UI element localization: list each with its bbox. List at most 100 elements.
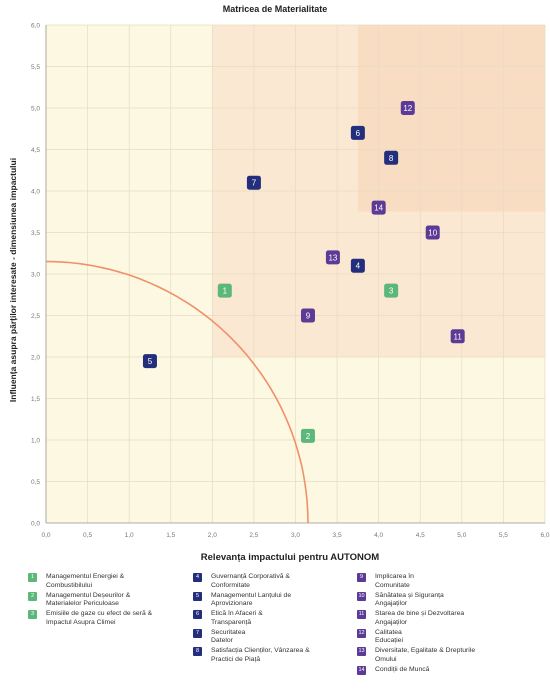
legend-badge: 2 (28, 591, 37, 601)
legend-label: Managementul Energiei & Combustibilului (46, 573, 125, 589)
y-tick-label: 0,0 (31, 521, 40, 528)
data-point-marker (246, 175, 261, 190)
legend-label: Managementul Lanțului de Aprovizionare (211, 591, 292, 608)
y-tick-label: 3,0 (31, 272, 40, 279)
data-point-marker (142, 354, 157, 369)
data-point-marker (325, 250, 340, 265)
data-point-5: 5 (142, 354, 157, 369)
legend-badge: 7 (193, 628, 202, 638)
data-point-marker (384, 150, 399, 165)
y-axis-label: Influența asupra părților interesate - d… (8, 157, 18, 403)
legend-badge: 6 (193, 610, 202, 619)
legend-label: Diversitate, Egalitate & Drepturile Omul… (375, 647, 476, 663)
y-tick-label: 3,5 (31, 230, 40, 237)
legend-item-13: 13 Diversitate, Egalitate & Drepturile Om… (357, 647, 507, 664)
legend-label: Starea de bine și Dezvoltarea Angajațilo… (375, 610, 465, 626)
legend: 1 Managementul Energiei & Combustibilului… (0, 572, 550, 699)
legend-label: Securitatea Datelor (211, 628, 246, 645)
data-point-label: 9 (306, 312, 311, 321)
data-point-label: 14 (374, 204, 383, 213)
legend-item-10: 10 Sănătatea și Siguranța Angajaților (357, 591, 507, 609)
y-tick-label: 4,0 (31, 189, 40, 196)
legend-badge: 1 (28, 573, 37, 582)
x-tick-label: 1,5 (166, 532, 175, 539)
legend-item-8: 8 Satisfacția Clienților, Vânzarea & Prac… (193, 647, 343, 664)
data-point-label: 10 (428, 229, 437, 238)
data-point-14: 14 (371, 200, 386, 215)
data-point-12: 12 (400, 101, 415, 115)
materiality-plot: 0,0 0,5 1,0 1,5 2,0 2,5 3,0 3,5 4,0 4,5 5,0 5,5 6,0 0… (31, 23, 550, 540)
data-point-4: 4 (350, 258, 365, 273)
legend-label: Sănătatea și Siguranța Angajaților (375, 591, 444, 608)
data-point-label: 4 (356, 262, 361, 271)
x-tick-label: 5,5 (499, 532, 508, 539)
legend-item-3: 3 Emisiile de gaze cu efect de seră & Imp… (28, 610, 178, 627)
legend-label: Condiții de Muncă (375, 665, 430, 673)
data-point-marker (350, 258, 365, 273)
data-point-marker (300, 428, 315, 443)
legend-item-2: 2 Managementul Deșeurilor & Materialelor … (28, 591, 178, 609)
legend-label: Satisfacția Clienților, Vânzarea & Pract… (211, 647, 310, 663)
data-point-label: 5 (148, 357, 153, 366)
data-point-10: 10 (425, 225, 440, 240)
data-point-label: 11 (454, 332, 463, 341)
x-tick-label: 2,5 (249, 532, 258, 539)
y-tick-label: 1,5 (31, 396, 40, 403)
legend-badge: 13 (357, 647, 366, 656)
x-tick-label: 3,5 (333, 532, 342, 539)
legend-label: Etică în Afaceri & Transparență (211, 610, 263, 626)
data-point-label: 8 (389, 154, 394, 163)
data-point-marker (425, 225, 440, 240)
chart-title: Matricea de Materialitate (222, 4, 328, 14)
data-point-2: 2 (300, 428, 315, 443)
y-tick-label: 0,5 (31, 479, 40, 486)
data-point-marker (350, 125, 365, 140)
legend-badge: 11 (357, 610, 366, 619)
data-point-1: 1 (217, 283, 232, 298)
x-tick-label: 6,0 (540, 532, 549, 539)
data-point-label: 13 (328, 253, 337, 262)
data-point-label: 6 (356, 129, 361, 138)
legend-item-14: 14 Condiții de Muncă (357, 665, 507, 675)
data-point-3: 3 (384, 283, 399, 298)
x-tick-label: 0,0 (41, 532, 50, 539)
legend-item-6: 6 Etică în Afaceri & Transparență (193, 610, 343, 627)
y-tick-label: 5,0 (31, 106, 40, 113)
legend-badge: 9 (357, 573, 366, 582)
data-point-7: 7 (246, 175, 261, 190)
data-point-6: 6 (350, 125, 365, 140)
legend-item-12: 12 Calitatea Educației (357, 628, 507, 646)
x-tick-label: 1,0 (125, 532, 134, 539)
legend-label: Emisiile de gaze cu efect de seră & Impa… (46, 610, 153, 626)
data-point-marker (371, 200, 386, 215)
data-point-label: 12 (403, 104, 412, 113)
legend-label: Managementul Deșeurilor & Materialelor P… (46, 591, 131, 608)
legend-label: Calitatea Educației (375, 628, 403, 645)
legend-item-11: 11 Starea de bine și Dezvoltarea Angajați… (357, 610, 507, 627)
x-tick-label: 2,0 (208, 532, 217, 539)
legend-badge: 3 (28, 610, 37, 619)
y-tick-label: 1,0 (31, 438, 40, 445)
data-point-11: 11 (450, 329, 465, 344)
data-point-label: 1 (223, 287, 228, 296)
legend-item-4: 4 Guvernanță Corporativă & Conformitate (193, 573, 343, 590)
data-point-marker (400, 101, 415, 115)
legend-label: Guvernanță Corporativă & Conformitate (211, 573, 290, 589)
data-point-label: 2 (306, 432, 311, 441)
data-point-label: 3 (389, 287, 394, 296)
legend-item-5: 5 Managementul Lanțului de Aprovizionare (193, 591, 343, 609)
data-point-marker (384, 283, 399, 298)
data-point-9: 9 (300, 308, 315, 323)
data-point-13: 13 (325, 250, 340, 265)
data-point-marker (300, 308, 315, 323)
data-point-marker (217, 283, 232, 298)
legend-badge: 14 (357, 665, 366, 675)
legend-badge: 5 (193, 591, 202, 601)
x-tick-label: 0,5 (83, 532, 92, 539)
y-tick-label: 4,5 (31, 147, 40, 154)
zone-2 (357, 25, 545, 212)
legend-badge: 12 (357, 628, 366, 638)
x-tick-label: 5,0 (457, 532, 466, 539)
legend-item-7: 7 Securitatea Datelor (193, 628, 343, 646)
y-tick-label: 5,5 (31, 64, 40, 71)
